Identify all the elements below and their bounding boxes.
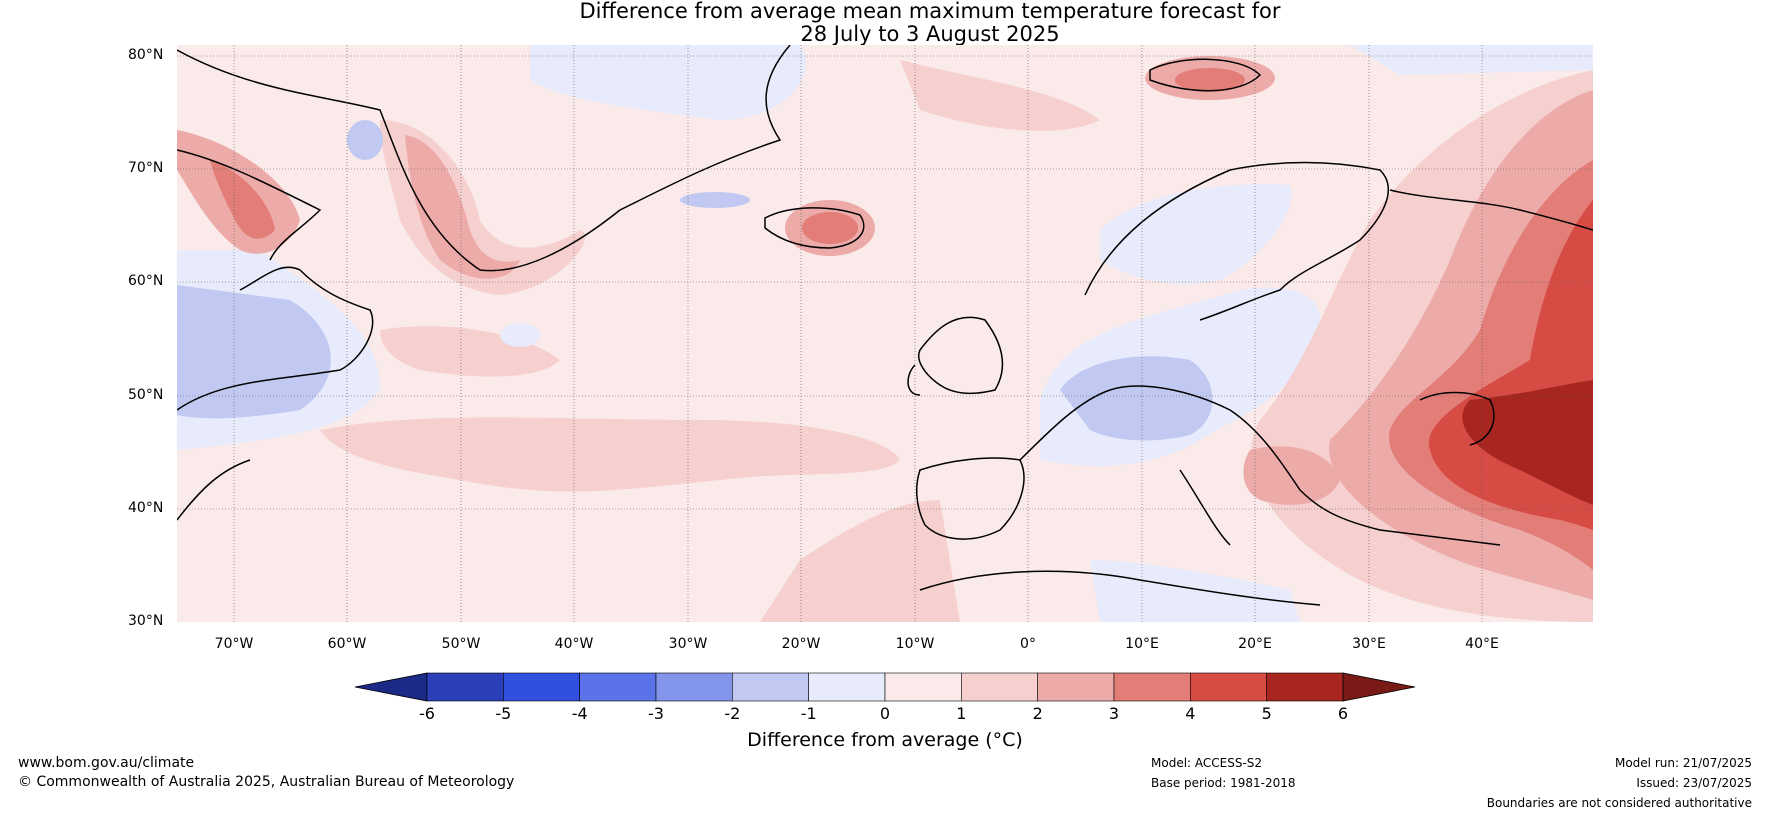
lon-label-70w: 70°W bbox=[214, 636, 254, 652]
coastline-italy bbox=[1179, 469, 1231, 546]
lon-label-60w: 60°W bbox=[327, 636, 367, 652]
colorbar-segment bbox=[1266, 672, 1344, 702]
colorbar-tick-label: -5 bbox=[495, 704, 511, 723]
coastline-iceland bbox=[764, 207, 865, 249]
coastline-svalbard bbox=[1149, 58, 1262, 92]
colorbar-extend-high bbox=[1342, 672, 1416, 702]
coastline-britain bbox=[918, 316, 1004, 395]
colorbar-segment bbox=[808, 672, 886, 702]
model-run-text: Model run: 21/07/2025 bbox=[1614, 756, 1752, 770]
colorbar-tick-label: 1 bbox=[956, 704, 966, 723]
colorbar-tick-label: 2 bbox=[1033, 704, 1043, 723]
coastline-iberia bbox=[915, 457, 1025, 540]
lat-label-40n: 40°N bbox=[128, 500, 164, 516]
lat-label-70n: 70°N bbox=[128, 160, 164, 176]
colorbar-segment bbox=[1037, 672, 1115, 702]
anomaly-warm-atlantic-band bbox=[320, 417, 900, 492]
coastline-greenland bbox=[177, 45, 791, 272]
anomaly-cool-spot-2 bbox=[500, 323, 540, 347]
coastline-north-africa bbox=[919, 570, 1321, 606]
colorbar-extend-low bbox=[354, 672, 428, 702]
map-title: Difference from average mean maximum tem… bbox=[0, 0, 1770, 46]
anomaly-cool-scandinavia bbox=[1100, 184, 1292, 284]
anomaly-cool-labrador bbox=[177, 285, 331, 419]
colorbar-tick-label: 5 bbox=[1262, 704, 1272, 723]
lon-label-10w: 10°W bbox=[895, 636, 935, 652]
anomaly-warm-svalbard bbox=[1175, 68, 1245, 92]
anomaly-warm-balkans bbox=[1243, 446, 1340, 505]
colorbar-segment bbox=[655, 672, 733, 702]
lon-label-20e: 20°E bbox=[1238, 636, 1272, 652]
colorbar-segment bbox=[732, 672, 809, 702]
lon-label-40e: 40°E bbox=[1465, 636, 1499, 652]
coastline-scandinavia bbox=[1084, 161, 1390, 321]
colorbar-tick-label: -3 bbox=[648, 704, 664, 723]
anomaly-cool-spot-3 bbox=[680, 192, 750, 208]
anomaly-warm-baffin-core bbox=[210, 160, 275, 239]
lon-label-10e: 10°E bbox=[1125, 636, 1159, 652]
coastline-central-europe bbox=[1019, 385, 1501, 546]
anomaly-cool-arctic bbox=[1350, 45, 1593, 75]
coastlines bbox=[177, 45, 1593, 606]
model-text: Model: ACCESS-S2 bbox=[1151, 756, 1263, 770]
colorbar-tick-label: 3 bbox=[1109, 704, 1119, 723]
colorbar-segment bbox=[579, 672, 657, 702]
colorbar-tick-label: -6 bbox=[419, 704, 435, 723]
coastline-labrador bbox=[177, 266, 374, 411]
colorbar-segment bbox=[503, 672, 580, 702]
lon-label-0: 0° bbox=[1020, 636, 1036, 652]
anomaly-field bbox=[177, 45, 1593, 622]
colorbar-title: Difference from average (°C) bbox=[747, 729, 1023, 751]
lon-label-20w: 20°W bbox=[781, 636, 821, 652]
lon-label-30e: 30°E bbox=[1352, 636, 1386, 652]
coastline-nova-scotia bbox=[177, 459, 251, 521]
coastline-black-sea bbox=[1419, 391, 1495, 446]
lon-label-50w: 50°W bbox=[441, 636, 481, 652]
colorbar-segment bbox=[1190, 672, 1267, 702]
anomaly-cool-mediterranean bbox=[1090, 560, 1300, 622]
anomaly-warm-east-5 bbox=[1462, 380, 1593, 505]
lat-label-50n: 50°N bbox=[128, 387, 164, 403]
website-text: www.bom.gov.au/climate bbox=[18, 755, 195, 771]
anomaly-cool-spot-1 bbox=[347, 120, 383, 160]
base-period-text: Base period: 1981-2018 bbox=[1151, 776, 1296, 790]
colorbar-tick-label: -1 bbox=[801, 704, 817, 723]
colorbar-segment bbox=[884, 672, 962, 702]
colorbar-tick-label: 6 bbox=[1338, 704, 1348, 723]
lon-label-40w: 40°W bbox=[554, 636, 594, 652]
graticule bbox=[177, 45, 1593, 622]
colorbar-segment bbox=[426, 672, 504, 702]
colorbar-tick-label: 4 bbox=[1185, 704, 1195, 723]
title-line-2: 28 July to 3 August 2025 bbox=[800, 22, 1060, 46]
disclaimer-text: Boundaries are not considered authoritat… bbox=[1486, 796, 1752, 810]
issued-text: Issued: 23/07/2025 bbox=[1636, 776, 1752, 790]
colorbar-tick-label: -2 bbox=[724, 704, 740, 723]
colorbar-tick-label: -4 bbox=[572, 704, 588, 723]
lon-label-30w: 30°W bbox=[668, 636, 708, 652]
lat-label-30n: 30°N bbox=[128, 613, 164, 629]
lat-label-80n: 80°N bbox=[128, 47, 164, 63]
anomaly-warm-norwegian-sea bbox=[900, 60, 1100, 131]
coastline-ireland bbox=[907, 364, 921, 396]
anomaly-cool-central-europe bbox=[1060, 356, 1213, 441]
colorbar-segment bbox=[961, 672, 1038, 702]
title-line-1: Difference from average mean maximum tem… bbox=[579, 0, 1281, 23]
colorbar-tick-label: 0 bbox=[880, 704, 890, 723]
copyright-text: © Commonwealth of Australia 2025, Austra… bbox=[18, 774, 515, 790]
coastline-baffin bbox=[177, 149, 322, 261]
colorbar: -6 -5 -4 -3 -2 -1 0 1 2 3 4 5 6 bbox=[354, 672, 1416, 723]
lat-label-60n: 60°N bbox=[128, 273, 164, 289]
anomaly-warm-greenland-east bbox=[405, 135, 520, 279]
coastline-russia-north bbox=[1389, 189, 1593, 231]
anomaly-cool-north-atlantic bbox=[530, 45, 807, 120]
anomaly-warm-iberia-southwest bbox=[760, 500, 960, 622]
colorbar-segment bbox=[1113, 672, 1191, 702]
anomaly-warm-iceland bbox=[802, 212, 858, 244]
